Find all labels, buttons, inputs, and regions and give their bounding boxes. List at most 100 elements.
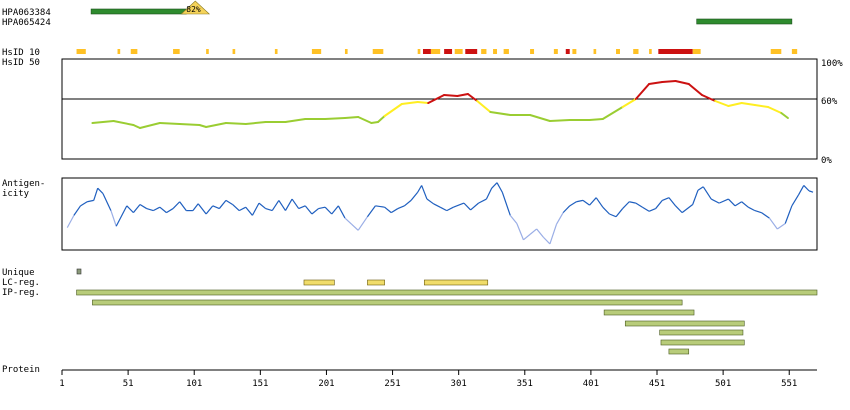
antigenicity-line	[66, 182, 814, 245]
identity-segment-36	[648, 81, 664, 85]
antigenicity-segment-28	[245, 206, 253, 216]
lc-region-3	[423, 279, 489, 286]
antigenicity-segment-107	[784, 205, 793, 224]
antigenicity-segment-43	[344, 217, 352, 225]
identity-segment-39	[687, 83, 703, 96]
antigenicity-segment-66	[501, 192, 511, 216]
antigenicity-segment-48	[384, 206, 392, 214]
hsid-segment-16	[465, 49, 478, 54]
antigenicity-segment-94	[692, 189, 699, 205]
antigenicity-segment-35	[291, 198, 300, 209]
identity-segment-34	[621, 98, 637, 108]
antigenicity-segment-11	[132, 204, 141, 214]
antigenicity-segment-55	[426, 198, 434, 205]
identity-segment-19	[383, 103, 403, 117]
identity-segment-3	[132, 124, 142, 129]
hsid-segment-25	[616, 49, 620, 54]
antibody-label-2: HPA065424	[2, 18, 51, 28]
antigenicity-segment-46	[366, 205, 376, 218]
hsid-segment-13	[430, 49, 441, 54]
antigenicity-segment-70	[529, 228, 538, 235]
antigenicity-segment-61	[470, 202, 479, 211]
antigenicity-segment-21	[197, 203, 207, 215]
identity-segment-6	[178, 123, 201, 126]
antigenicity-segment-30	[258, 202, 267, 210]
lc-region-2	[367, 279, 385, 286]
hsid-segment-15	[454, 49, 463, 54]
identity-segment-44	[753, 104, 770, 108]
identity-segment-22	[427, 94, 446, 104]
axis-tick-label-101: 101	[186, 379, 202, 389]
identity-segment-1	[91, 120, 115, 124]
identity-segment-20	[400, 101, 419, 105]
identity-segment-33	[601, 106, 624, 120]
antigenicity-segment-56	[433, 203, 441, 208]
hsid-segment-10	[372, 49, 384, 54]
protein-label: Protein	[2, 365, 40, 375]
hsid-segment-12	[422, 49, 431, 54]
antigenicity-segment-96	[702, 186, 712, 200]
antigenicity-segment-59	[453, 202, 465, 208]
hsid-segment-6	[232, 49, 236, 54]
antigenicity-segment-24	[218, 200, 227, 209]
identity-segment-37	[661, 80, 677, 83]
hsid10-label: HsID 10	[2, 48, 40, 58]
antigenicity-segment-31	[265, 207, 273, 212]
antigenicity-segment-1	[66, 215, 75, 228]
antigenicity-segment-67	[509, 214, 518, 224]
antigenicity-segment-9	[115, 205, 128, 227]
antigenicity-segment-27	[238, 206, 247, 212]
identity-segment-45	[767, 106, 783, 114]
antigenicity-segment-69	[523, 233, 531, 241]
axis-tick-label-201: 201	[318, 379, 334, 389]
antigenicity-segment-39	[318, 206, 326, 210]
identity-segment-12	[284, 118, 307, 123]
hsid-segment-5	[206, 49, 209, 54]
hsid-segment-14	[444, 49, 453, 54]
antigenicity-segment-93	[681, 204, 694, 214]
antigenicity-segment-74	[555, 212, 564, 225]
identity-segment-8	[205, 122, 227, 128]
antigenicity-segment-95	[697, 186, 704, 191]
axis-tick-label-51: 51	[123, 379, 134, 389]
antigenicity-segment-90	[662, 197, 670, 201]
ip-region-6	[660, 339, 745, 346]
antigenicity-segment-54	[421, 185, 428, 200]
antigenicity-segment-37	[304, 205, 313, 215]
hsid-segment-22	[565, 49, 570, 54]
region-bars	[76, 268, 818, 355]
antigenicity-segment-99	[727, 198, 736, 207]
hsid-segment-28	[658, 49, 693, 54]
antigenicity-segment-111	[808, 190, 814, 193]
antigenicity-segment-36	[298, 205, 306, 210]
antigenicity-segment-89	[655, 200, 663, 209]
axis-tick-label-401: 401	[583, 379, 599, 389]
antigenicity-segment-84	[622, 201, 630, 209]
hsid-segment-31	[791, 49, 798, 54]
ip-region-1	[76, 289, 818, 296]
antigenicity-segment-97	[710, 198, 720, 204]
antigenicity-segment-12	[139, 203, 147, 210]
identity-panel-frame	[61, 58, 818, 160]
antigenicity-segment-91	[668, 197, 676, 207]
antigenicity-segment-80	[595, 197, 604, 208]
ip-region-5	[659, 329, 744, 336]
antigenicity-segment-13	[146, 207, 154, 212]
ytick-100: 100%	[821, 59, 843, 69]
axis-tick-label-501: 501	[715, 379, 731, 389]
hsid-segment-30	[770, 49, 782, 54]
antigenicity-segment-92	[675, 205, 683, 214]
identity-segment-30	[548, 119, 571, 122]
lc-reg-label: LC-reg.	[2, 278, 40, 288]
identity-segment-2	[112, 120, 135, 126]
identity-segment-46	[780, 112, 789, 119]
antigenicity-segment-85	[629, 201, 636, 204]
antigenicity-segment-72	[542, 236, 551, 245]
ip-region-4	[624, 320, 745, 327]
antigenicity-segment-50	[397, 205, 405, 210]
antigenicity-segment-16	[166, 208, 174, 214]
antigenicity-segment-2	[73, 205, 82, 216]
antigenicity-segment-104	[761, 212, 770, 219]
identity-segment-21	[416, 101, 430, 104]
